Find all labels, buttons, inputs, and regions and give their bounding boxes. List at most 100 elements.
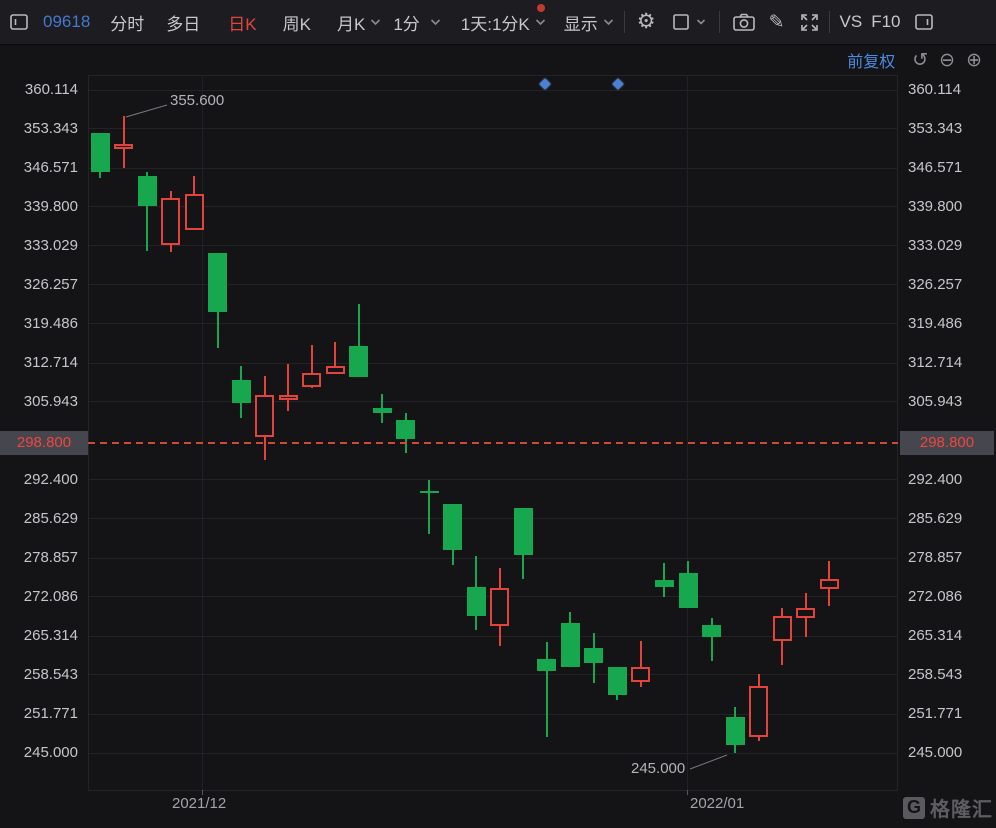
zoom-in-icon[interactable]: ⊕ [966, 49, 982, 71]
candle-body[interactable] [607, 666, 627, 695]
y-axis-label-left: 285.629 [23, 509, 78, 527]
candle-wick[interactable] [334, 341, 337, 375]
event-marker-icon[interactable] [539, 78, 551, 90]
candle-body[interactable] [255, 394, 275, 437]
y-axis-label-right: 333.029 [908, 236, 963, 254]
candle-body[interactable] [325, 365, 345, 375]
candle-body[interactable] [208, 253, 228, 312]
x-axis-label: 2022/01 [690, 795, 745, 812]
candle-wick[interactable] [146, 171, 149, 252]
candle-wick[interactable] [545, 642, 548, 737]
candle-body[interactable] [796, 607, 816, 618]
y-axis-label-right: 312.714 [908, 354, 963, 371]
chevron-down-icon[interactable] [696, 18, 706, 26]
tab-month-k[interactable]: 月K [336, 14, 366, 34]
camera-screenshot-icon[interactable] [732, 12, 756, 32]
y-axis-label-right: 245.000 [908, 744, 963, 761]
candle-wick[interactable] [428, 479, 431, 534]
tab-multi-day[interactable]: 多日 [166, 14, 201, 34]
y-axis-label-right: 326.257 [908, 275, 963, 293]
candle-body[interactable] [278, 394, 298, 400]
tab-one-min[interactable]: 1分 [393, 14, 420, 34]
candle-body[interactable] [725, 716, 745, 745]
zoom-out-icon[interactable]: ⊖ [939, 49, 956, 71]
gridline-horizontal [88, 557, 898, 559]
candle-body[interactable] [302, 373, 322, 387]
gridline-horizontal [88, 128, 898, 130]
candle-wick[interactable] [310, 345, 313, 389]
fullscreen-expand-icon[interactable] [799, 12, 820, 33]
candle-body[interactable] [137, 176, 157, 207]
candle-wick[interactable] [122, 115, 125, 168]
adjustment-mode-label[interactable]: 前复权 [847, 54, 896, 71]
interval-select[interactable]: 1天:1分K [460, 14, 530, 34]
y-axis-label-right: 346.571 [908, 159, 963, 176]
candle-body[interactable] [161, 198, 181, 245]
candle-body[interactable] [772, 616, 792, 642]
candle-wick[interactable] [357, 303, 360, 378]
chart-controls: 前复权 ↺ ⊖ ⊕ [847, 48, 982, 72]
y-axis-label-left: 258.543 [23, 665, 78, 683]
chevron-down-icon[interactable] [370, 18, 381, 26]
gridline-horizontal [88, 479, 898, 481]
gridline-horizontal [88, 362, 898, 364]
tab-minute[interactable]: 分时 [110, 14, 145, 34]
chart-style-icon[interactable] [671, 12, 691, 32]
symbol-code[interactable]: 09618 [43, 12, 91, 31]
candle-body[interactable] [537, 658, 557, 671]
candle-body[interactable] [702, 625, 722, 637]
candle-body[interactable] [631, 667, 651, 682]
gridline-vertical [687, 75, 688, 790]
plot-border-right [897, 75, 898, 790]
chevron-down-icon[interactable] [603, 18, 614, 26]
candle-body[interactable] [231, 379, 251, 404]
right-panel-icon[interactable] [913, 11, 935, 33]
gridline-vertical [202, 75, 203, 790]
window-layout-icon[interactable] [8, 11, 30, 33]
candle-body[interactable] [584, 648, 604, 664]
y-axis-label-right: 339.800 [908, 197, 963, 215]
candle-body[interactable] [466, 586, 486, 617]
event-marker-icon[interactable] [612, 78, 624, 90]
tab-day-k[interactable]: 日K [228, 14, 257, 34]
candle-body[interactable] [419, 490, 439, 494]
y-axis-label-left: 353.343 [23, 119, 78, 137]
y-axis-label-left: 360.114 [24, 81, 78, 98]
f10-info-button[interactable]: F10 [871, 12, 901, 31]
candle-body[interactable] [513, 507, 533, 555]
candle-body[interactable] [372, 408, 392, 413]
candle-body[interactable] [114, 144, 134, 150]
undo-icon[interactable]: ↺ [912, 49, 929, 71]
candle-wick[interactable] [287, 364, 290, 412]
candle-body[interactable] [443, 504, 463, 550]
y-axis-label-left: 272.086 [23, 587, 78, 605]
settings-gear-icon[interactable]: ⚙ [636, 10, 656, 33]
candle-wick[interactable] [639, 640, 642, 687]
candle-wick[interactable] [710, 618, 713, 662]
candle-body[interactable] [819, 579, 839, 590]
candle-body[interactable] [349, 345, 369, 378]
candle-body[interactable] [490, 588, 510, 627]
y-axis-label-left: 278.857 [23, 549, 78, 566]
y-axis-label-right: 278.857 [908, 549, 963, 566]
gridline-horizontal [88, 674, 898, 676]
candle-body[interactable] [396, 419, 416, 440]
draw-pencil-icon[interactable]: ✎ [768, 11, 785, 33]
candle-body[interactable] [678, 572, 698, 609]
candle-body[interactable] [184, 194, 204, 231]
display-menu[interactable]: 显示 [563, 14, 598, 34]
price-annotation: 245.000 [631, 760, 686, 777]
y-axis-label-right: 285.629 [908, 509, 963, 527]
candle-body[interactable] [90, 133, 110, 172]
chevron-down-icon[interactable] [430, 18, 441, 26]
tab-week-k[interactable]: 周K [282, 14, 311, 34]
toolbar: 09618 分时 多日 日K 周K 月K 1分 1天:1分K 显示 ⚙ ✎ VS… [0, 0, 996, 45]
candle-body[interactable] [749, 686, 769, 737]
vs-compare-button[interactable]: VS [839, 12, 863, 31]
y-axis-label-left: 346.571 [23, 159, 78, 176]
chevron-down-icon[interactable] [535, 4, 546, 26]
candle-body[interactable] [560, 622, 580, 667]
candle-body[interactable] [654, 579, 674, 588]
